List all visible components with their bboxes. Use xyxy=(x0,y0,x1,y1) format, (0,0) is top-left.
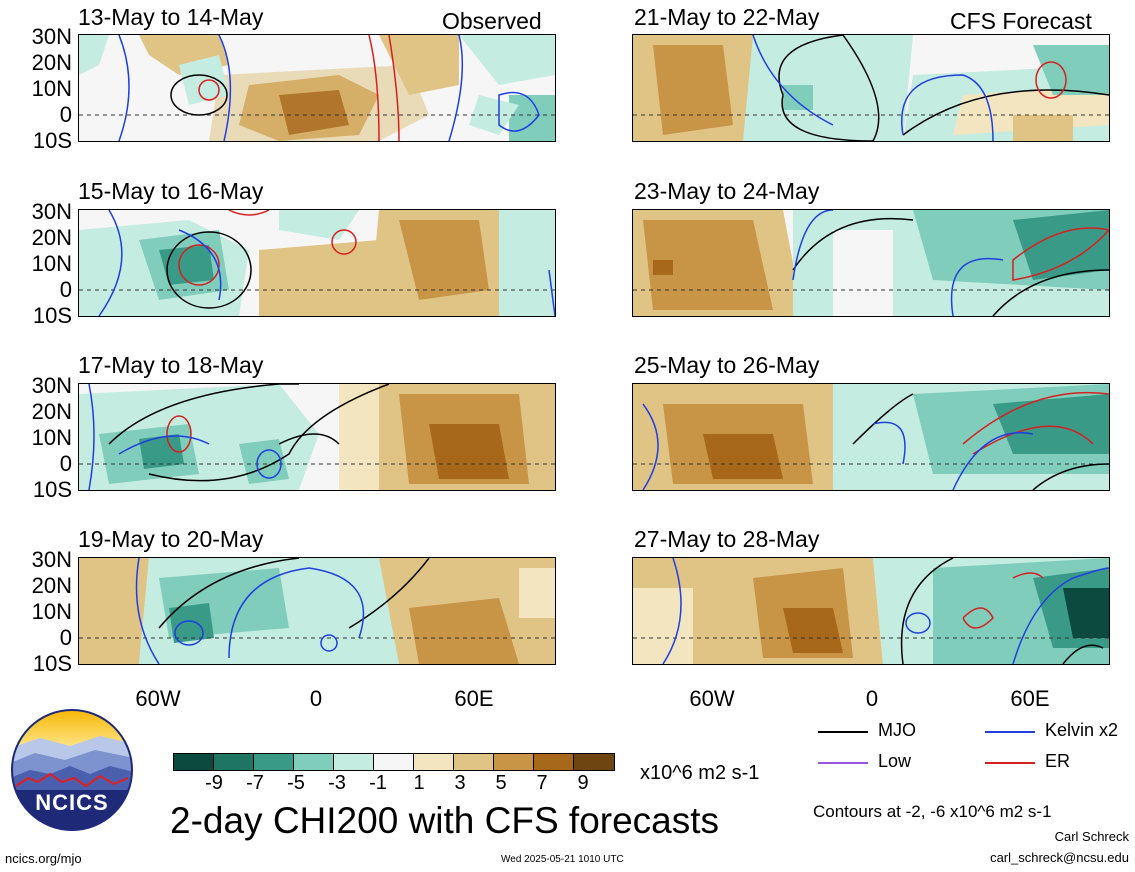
colorbar-swatch xyxy=(174,754,214,770)
footer-url: ncics.org/mjo xyxy=(5,851,82,866)
legend-label-kelvin: Kelvin x2 xyxy=(1045,720,1119,740)
colorbar-tick-label: 7 xyxy=(536,772,548,794)
map-panel xyxy=(632,34,1110,142)
lon-label: 60E xyxy=(1010,686,1050,711)
colorbar-tick-label: 1 xyxy=(413,772,425,794)
legend-line-er xyxy=(985,762,1035,764)
panel-title: 19-May to 20-May xyxy=(78,526,264,552)
map-panel xyxy=(78,34,556,142)
colorbar-swatch xyxy=(574,754,614,770)
lat-label: 0 xyxy=(59,102,72,127)
lat-label: 0 xyxy=(59,451,72,476)
map-panel xyxy=(632,209,1110,317)
colorbar-tick-label: -5 xyxy=(287,772,305,794)
map-panel xyxy=(632,383,1110,491)
lon-label: 60W xyxy=(135,686,181,711)
colorbar-swatch xyxy=(214,754,254,770)
footer-author: Carl Schreck xyxy=(1054,829,1129,844)
map-panel xyxy=(632,557,1110,665)
legend-label-low: Low xyxy=(878,751,912,771)
colorbar-units: x10^6 m2 s-1 xyxy=(640,762,760,784)
lat-label: 30N xyxy=(31,199,72,224)
colorbar-tick-label: -3 xyxy=(328,772,346,794)
legend-line-kelvin xyxy=(985,731,1035,733)
colorbar-tick-label: -9 xyxy=(205,772,223,794)
panel-tag: CFS Forecast xyxy=(950,8,1092,34)
lon-label: 0 xyxy=(865,686,879,711)
lat-label: 20N xyxy=(31,50,72,75)
footer-email: carl_schreck@ncsu.edu xyxy=(990,850,1129,865)
colorbar-tick-label: -7 xyxy=(246,772,264,794)
main-title: 2-day CHI200 with CFS forecasts xyxy=(170,800,720,841)
footer-timestamp: Wed 2025-05-21 1010 UTC xyxy=(501,854,624,865)
lat-label: 20N xyxy=(31,225,72,250)
lat-label: 20N xyxy=(31,399,72,424)
panel-title: 17-May to 18-May xyxy=(78,352,264,378)
lon-label: 0 xyxy=(309,686,323,711)
lat-label: 10N xyxy=(31,76,72,101)
contours-note: Contours at -2, -6 x10^6 m2 s-1 xyxy=(813,802,1052,821)
lat-label: 30N xyxy=(31,373,72,398)
lat-label: 0 xyxy=(59,625,72,650)
lat-label: 10N xyxy=(31,599,72,624)
colorbar-swatch xyxy=(534,754,574,770)
lat-label: 30N xyxy=(31,24,72,49)
colorbar xyxy=(173,753,615,771)
colorbar-tick-label: -1 xyxy=(369,772,387,794)
map-panel xyxy=(78,383,556,491)
lat-label: 10S xyxy=(32,477,72,502)
lon-label: 60W xyxy=(689,686,735,711)
panel-title: 27-May to 28-May xyxy=(634,526,820,552)
map-panel xyxy=(78,209,556,317)
colorbar-swatch xyxy=(414,754,454,770)
logo-text: NCICS xyxy=(35,790,109,815)
colorbar-tick-label: 3 xyxy=(454,772,466,794)
colorbar-swatch xyxy=(454,754,494,770)
ncics-logo: NCICS xyxy=(10,708,134,832)
lat-label: 10N xyxy=(31,251,72,276)
panel-title: 15-May to 16-May xyxy=(78,178,264,204)
lon-label: 60E xyxy=(454,686,494,711)
lat-label: 30N xyxy=(31,547,72,572)
map-panel xyxy=(78,557,556,665)
colorbar-swatch xyxy=(294,754,334,770)
panel-title: 23-May to 24-May xyxy=(634,178,820,204)
panel-title: 25-May to 26-May xyxy=(634,352,820,378)
colorbar-swatch xyxy=(254,754,294,770)
panel-title: 21-May to 22-May xyxy=(634,4,820,30)
colorbar-swatch xyxy=(494,754,534,770)
lat-label: 10S xyxy=(32,651,72,676)
legend-label-mjo: MJO xyxy=(878,720,916,740)
colorbar-swatch xyxy=(374,754,414,770)
lat-label: 0 xyxy=(59,277,72,302)
colorbar-swatches xyxy=(173,753,615,771)
panel-title: 13-May to 14-May xyxy=(78,4,264,30)
colorbar-swatch xyxy=(334,754,374,770)
lat-label: 10N xyxy=(31,425,72,450)
colorbar-tick-label: 5 xyxy=(495,772,507,794)
lat-label: 10S xyxy=(32,128,72,153)
legend-line-mjo xyxy=(818,731,868,733)
colorbar-tick-label: 9 xyxy=(577,772,589,794)
lat-label: 10S xyxy=(32,303,72,328)
legend-label-er: ER xyxy=(1045,751,1071,771)
panel-tag: Observed xyxy=(442,8,542,34)
legend-line-low xyxy=(818,762,868,764)
lat-label: 20N xyxy=(31,573,72,598)
